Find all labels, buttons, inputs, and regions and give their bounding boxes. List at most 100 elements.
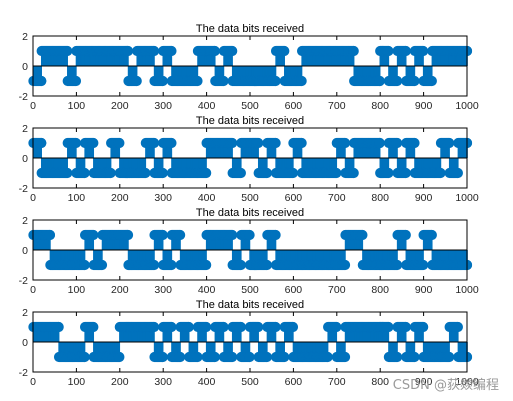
bit-segment bbox=[166, 229, 186, 250]
y-tick-label: 2 bbox=[22, 215, 28, 227]
bit-segment bbox=[418, 342, 455, 363]
bit-segment bbox=[79, 321, 99, 342]
bit-segment bbox=[236, 137, 264, 158]
bit-segment bbox=[218, 45, 238, 66]
x-tick-label: 900 bbox=[415, 192, 433, 204]
bit-segment bbox=[340, 158, 359, 179]
x-tick-label: 600 bbox=[285, 376, 303, 388]
stem-marker bbox=[96, 259, 108, 271]
stem-marker bbox=[36, 75, 47, 87]
stem-marker bbox=[409, 137, 420, 149]
bit-segment bbox=[375, 158, 394, 179]
bit-segment bbox=[375, 45, 394, 66]
stem-marker bbox=[131, 75, 142, 87]
bit-segment bbox=[175, 250, 212, 271]
stem-marker bbox=[148, 259, 160, 271]
stem-marker bbox=[122, 45, 134, 57]
bit-segment bbox=[401, 250, 429, 271]
stem-marker bbox=[348, 167, 359, 179]
bit-segment bbox=[114, 321, 160, 342]
stem-marker bbox=[261, 259, 273, 271]
x-tick-label: 600 bbox=[285, 100, 303, 112]
bit-segment bbox=[79, 229, 99, 250]
bit-segment bbox=[262, 321, 281, 342]
y-tick-label: 2 bbox=[22, 307, 28, 319]
bit-segment bbox=[244, 250, 273, 271]
bit-segment bbox=[279, 66, 307, 87]
stem-marker bbox=[148, 321, 160, 333]
stem-marker bbox=[62, 167, 73, 179]
stem-marker bbox=[279, 351, 290, 363]
bit-segment bbox=[323, 321, 342, 342]
subplot-3: 0 100 200 300 400 500 600 700 800 900 1000-202The … bbox=[19, 207, 479, 296]
stem-marker bbox=[339, 137, 351, 149]
subplot-1: 0 100 200 300 400 500 600 700 800 900 1000-202The … bbox=[19, 23, 479, 112]
bit-segment bbox=[262, 229, 281, 250]
bit-segment bbox=[201, 137, 238, 158]
bit-segment bbox=[409, 321, 429, 342]
stem-marker bbox=[383, 45, 394, 57]
bit-segment bbox=[270, 45, 290, 66]
stem-marker bbox=[418, 259, 429, 271]
y-tick-label: 2 bbox=[22, 31, 28, 43]
x-tick-label: 700 bbox=[328, 284, 346, 296]
bit-segment bbox=[279, 321, 299, 342]
stem-marker bbox=[175, 229, 186, 241]
watermark: CSDN @荻燚编程 bbox=[392, 378, 499, 393]
bit-segment bbox=[444, 158, 463, 179]
stem-marker bbox=[339, 259, 351, 271]
stem-marker bbox=[244, 229, 255, 241]
x-tick-label: 100 bbox=[68, 100, 86, 112]
stem-marker bbox=[287, 167, 299, 179]
stem-marker bbox=[166, 259, 177, 271]
bit-segment bbox=[253, 342, 273, 363]
bit-segment bbox=[158, 137, 177, 158]
bit-segment bbox=[192, 321, 212, 342]
stem-marker bbox=[270, 75, 281, 87]
x-tick-label: 300 bbox=[154, 376, 172, 388]
stem-marker bbox=[201, 167, 212, 179]
x-tick-label: 400 bbox=[198, 284, 216, 296]
stem-marker bbox=[392, 259, 403, 271]
bit-segment bbox=[218, 342, 238, 363]
stem-marker bbox=[383, 167, 394, 179]
bit-segment bbox=[244, 321, 264, 342]
bit-segment bbox=[106, 137, 125, 158]
stem-marker bbox=[183, 321, 194, 333]
stem-marker bbox=[36, 137, 47, 149]
bit-segment bbox=[427, 250, 473, 271]
stem-marker bbox=[261, 167, 273, 179]
stem-marker bbox=[253, 321, 264, 333]
subplot-title: The data bits received bbox=[196, 299, 304, 311]
x-tick-label: 700 bbox=[328, 376, 346, 388]
bit-segment bbox=[236, 342, 255, 363]
x-tick-label: 600 bbox=[285, 192, 303, 204]
bit-segment bbox=[192, 45, 220, 66]
bit-segment bbox=[227, 158, 246, 179]
stem-marker bbox=[88, 321, 99, 333]
bit-segment bbox=[210, 321, 229, 342]
stem-marker bbox=[374, 137, 385, 149]
x-tick-label: 300 bbox=[154, 192, 172, 204]
stem-marker bbox=[339, 351, 351, 363]
stem-marker bbox=[44, 229, 56, 241]
stem-marker bbox=[114, 137, 125, 149]
x-tick-label: 0 bbox=[30, 284, 36, 296]
bit-segment bbox=[409, 45, 429, 66]
bit-segment bbox=[97, 229, 134, 250]
subplot-title: The data bits received bbox=[196, 23, 304, 35]
bit-segment bbox=[418, 229, 437, 250]
stem-marker bbox=[148, 137, 160, 149]
stem-marker bbox=[426, 229, 437, 241]
bit-segment bbox=[88, 158, 116, 179]
stem-marker bbox=[435, 167, 446, 179]
bit-segment bbox=[453, 342, 473, 363]
x-tick-label: 300 bbox=[154, 284, 172, 296]
stem-marker bbox=[218, 75, 229, 87]
bit-segment bbox=[45, 250, 90, 271]
x-tick-label: 500 bbox=[241, 192, 259, 204]
stem-marker bbox=[201, 259, 212, 271]
stem-marker bbox=[400, 45, 411, 57]
bit-segment bbox=[383, 66, 403, 87]
stem-marker bbox=[227, 229, 238, 241]
